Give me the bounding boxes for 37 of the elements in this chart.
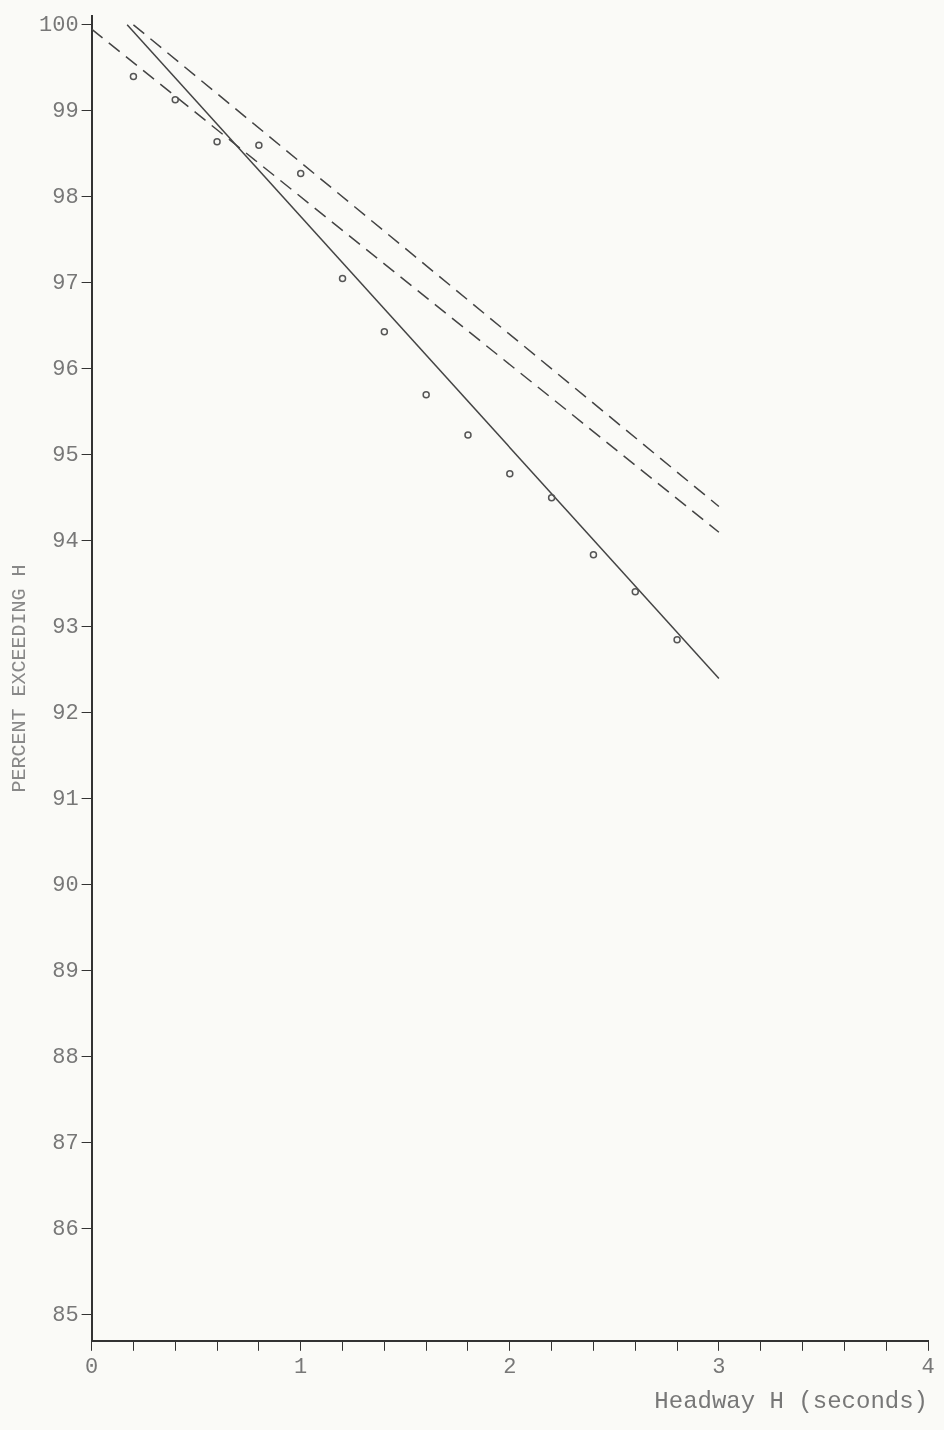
y-tick-label: 92 — [52, 700, 79, 726]
y-tick-label: 100 — [39, 12, 79, 38]
y-tick-label: 93 — [52, 614, 79, 640]
y-tick-label: 94 — [52, 528, 79, 554]
point — [464, 431, 472, 439]
y-tick-label: 95 — [52, 442, 79, 468]
y-tick-label: 86 — [52, 1216, 79, 1242]
x-tick-label: 2 — [503, 1354, 517, 1380]
point — [673, 636, 681, 644]
point — [589, 550, 598, 559]
x-tick-label: 3 — [712, 1354, 726, 1380]
x-tick-label: 1 — [294, 1354, 308, 1380]
y-tick-label: 97 — [52, 270, 79, 296]
y-tick-label: 90 — [52, 872, 79, 898]
point — [547, 494, 556, 502]
y-axis-title: PERCENT EXCEEDING H — [8, 564, 32, 793]
y-tick-label: 98 — [52, 184, 79, 210]
point — [422, 390, 430, 399]
y-tick-label: 89 — [52, 958, 79, 984]
point — [338, 274, 347, 283]
point — [171, 95, 179, 104]
y-tick-label: 91 — [52, 786, 79, 812]
point — [255, 141, 263, 149]
y-tick-label: 88 — [52, 1044, 79, 1070]
point — [296, 169, 305, 178]
y-tick-label: 99 — [52, 98, 79, 124]
y-tick-label: 87 — [52, 1130, 79, 1156]
point — [380, 328, 389, 336]
point — [506, 470, 514, 478]
x-tick-label: 0 — [85, 1354, 99, 1380]
y-tick-label: 85 — [52, 1302, 79, 1328]
point — [129, 72, 138, 81]
point — [631, 587, 640, 596]
y-tick-label: 96 — [52, 356, 79, 382]
x-axis-title: Headway H (seconds) — [654, 1387, 928, 1415]
x-tick-label: 4 — [921, 1354, 935, 1380]
point — [213, 138, 221, 146]
